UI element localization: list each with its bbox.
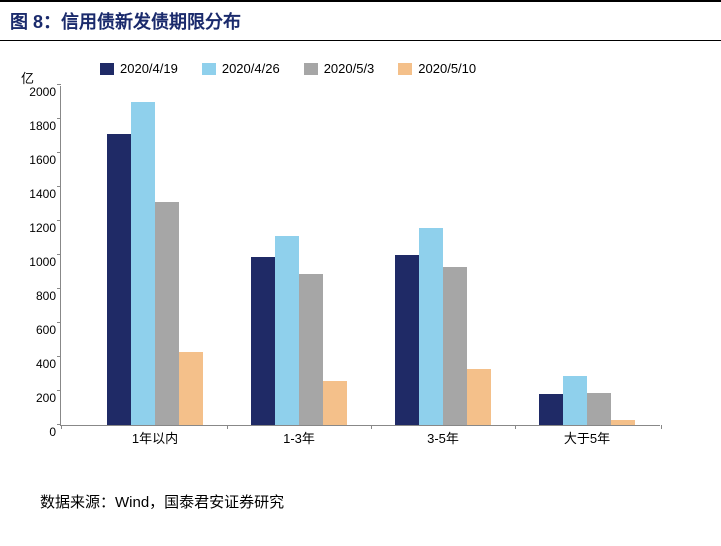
legend-swatch xyxy=(100,63,114,75)
bar xyxy=(611,420,635,425)
legend: 2020/4/19 2020/4/26 2020/5/3 2020/5/10 xyxy=(100,61,691,76)
bar xyxy=(107,134,131,425)
y-tick-label: 1600 xyxy=(16,153,56,167)
y-tick-label: 200 xyxy=(16,391,56,405)
bar xyxy=(587,393,611,425)
bar xyxy=(467,369,491,425)
y-tickmark xyxy=(57,186,61,187)
plot: 亿 02004006008001000120014001600180020001… xyxy=(60,86,660,426)
legend-item: 2020/5/3 xyxy=(304,61,375,76)
legend-item: 2020/4/26 xyxy=(202,61,280,76)
bar xyxy=(443,267,467,425)
y-tick-label: 400 xyxy=(16,357,56,371)
bar xyxy=(155,202,179,425)
y-tick-label: 2000 xyxy=(16,85,56,99)
legend-swatch xyxy=(304,63,318,75)
x-tick-label: 1-3年 xyxy=(283,428,315,447)
x-tickmark xyxy=(371,425,372,429)
y-tickmark xyxy=(57,254,61,255)
bar xyxy=(131,102,155,425)
legend-item: 2020/4/19 xyxy=(100,61,178,76)
x-tick-label: 3-5年 xyxy=(427,428,459,447)
x-tickmark xyxy=(515,425,516,429)
y-tick-label: 1800 xyxy=(16,119,56,133)
y-tickmark xyxy=(57,288,61,289)
x-tickmark xyxy=(661,425,662,429)
legend-swatch xyxy=(202,63,216,75)
bar xyxy=(419,228,443,425)
legend-swatch xyxy=(398,63,412,75)
source-text: 数据来源：Wind，国泰君安证券研究 xyxy=(40,491,721,512)
x-tickmark xyxy=(227,425,228,429)
y-tick-label: 0 xyxy=(16,425,56,439)
legend-label: 2020/5/3 xyxy=(324,61,375,76)
bar xyxy=(539,394,563,425)
y-tick-label: 1000 xyxy=(16,255,56,269)
x-tick-label: 大于5年 xyxy=(564,428,610,447)
y-tickmark xyxy=(57,152,61,153)
y-tick-label: 800 xyxy=(16,289,56,303)
chart-area: 2020/4/19 2020/4/26 2020/5/3 2020/5/10 亿 02… xyxy=(60,61,691,461)
y-tickmark xyxy=(57,84,61,85)
y-tick-label: 1200 xyxy=(16,221,56,235)
bar xyxy=(323,381,347,425)
y-tickmark xyxy=(57,118,61,119)
y-tickmark xyxy=(57,356,61,357)
bar xyxy=(395,255,419,425)
y-tick-label: 1400 xyxy=(16,187,56,201)
y-tickmark xyxy=(57,390,61,391)
bar xyxy=(251,257,275,425)
x-tickmark xyxy=(61,425,62,429)
legend-label: 2020/5/10 xyxy=(418,61,476,76)
x-tick-label: 1年以内 xyxy=(132,428,178,447)
legend-label: 2020/4/19 xyxy=(120,61,178,76)
legend-item: 2020/5/10 xyxy=(398,61,476,76)
bar xyxy=(563,376,587,425)
bar xyxy=(179,352,203,425)
y-tickmark xyxy=(57,322,61,323)
chart-title: 图 8：信用债新发债期限分布 xyxy=(0,0,721,41)
bar xyxy=(275,236,299,425)
bar xyxy=(299,274,323,425)
y-tickmark xyxy=(57,220,61,221)
legend-label: 2020/4/26 xyxy=(222,61,280,76)
y-tick-label: 600 xyxy=(16,323,56,337)
